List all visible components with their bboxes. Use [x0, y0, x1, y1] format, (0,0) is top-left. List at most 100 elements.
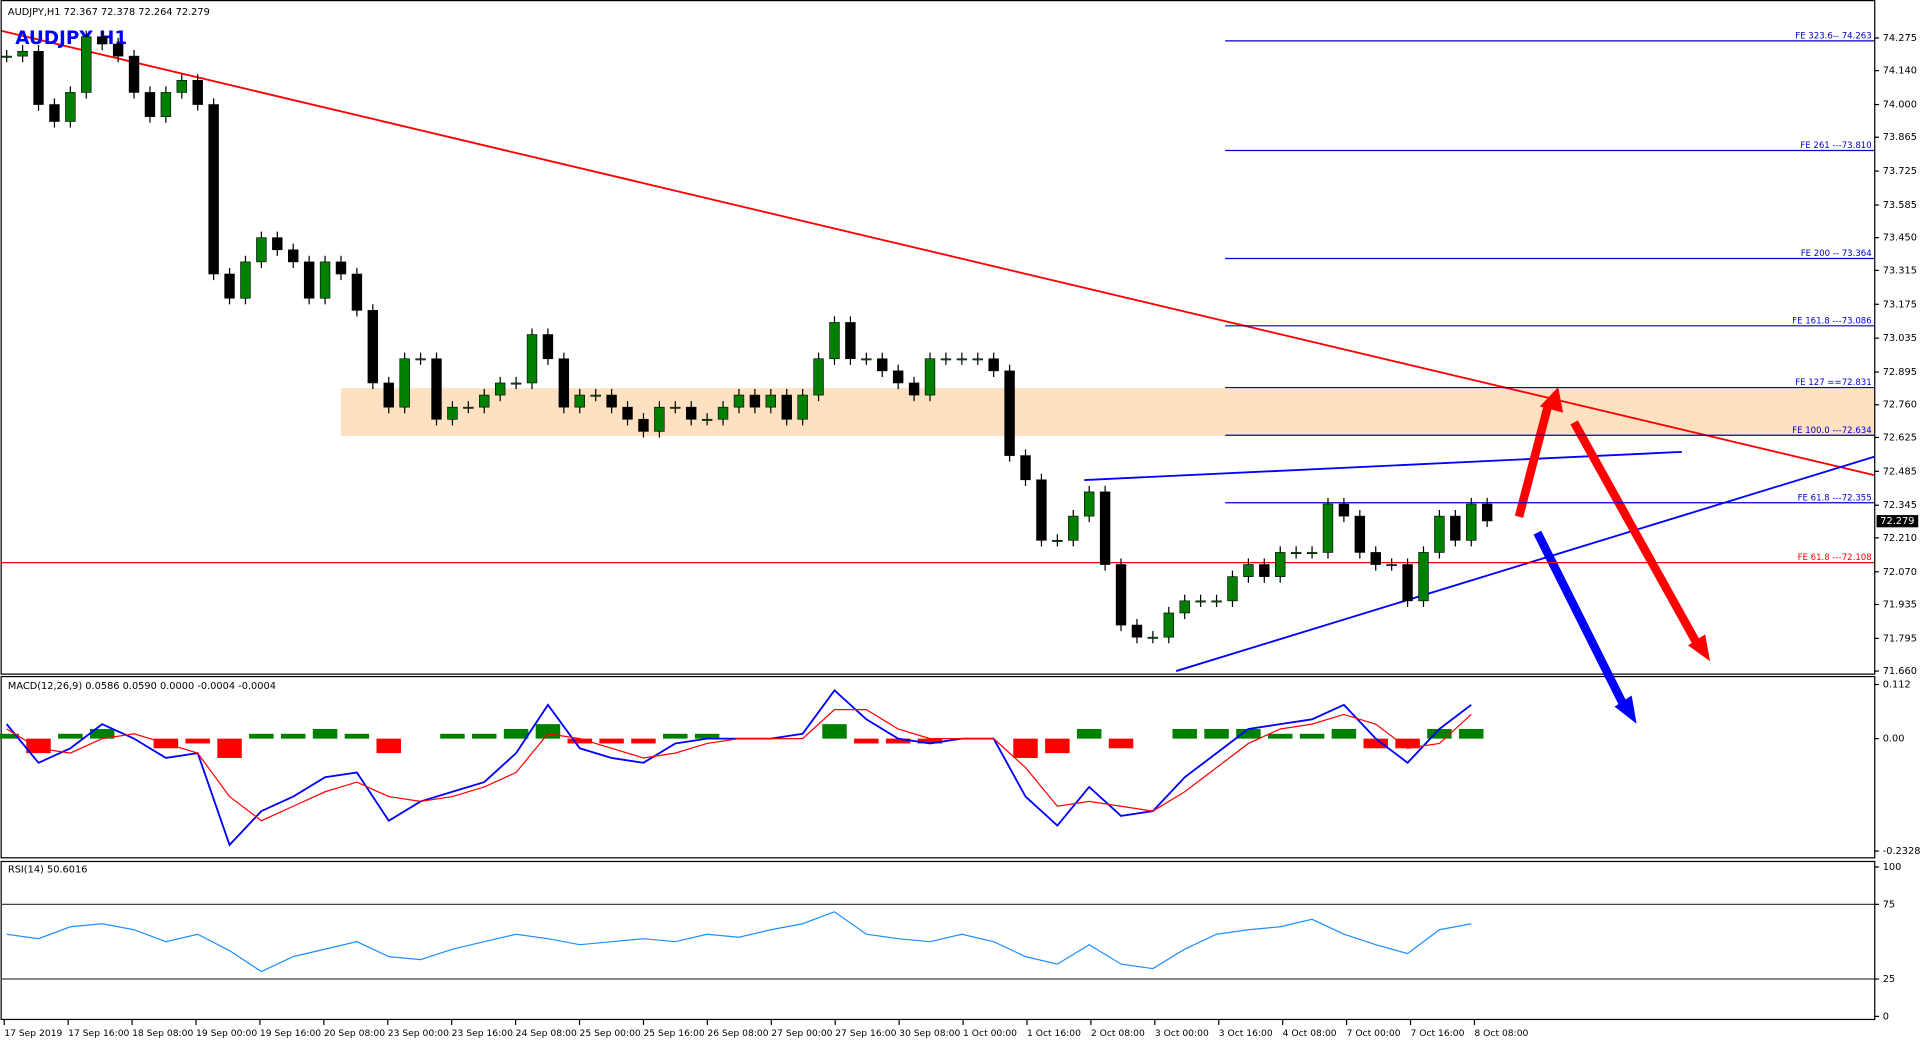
candle — [192, 80, 203, 105]
time-label: 17 Sep 16:00 — [68, 1028, 129, 1039]
fibo-label: FE 161.8 ---73.086 — [1792, 316, 1872, 326]
y-tick-label: 25 — [1883, 974, 1895, 985]
histogram-bar — [885, 738, 911, 744]
candle — [176, 80, 187, 93]
candle — [17, 50, 28, 57]
y-tick-label: 73.450 — [1883, 233, 1917, 244]
candle — [1322, 503, 1334, 553]
candle — [1, 55, 12, 58]
y-tick-label: 74.275 — [1883, 33, 1917, 44]
candle — [877, 358, 888, 372]
rsi-title: RSI(14) 50.6016 — [8, 864, 88, 875]
candle — [574, 394, 585, 408]
fibo-label: FE 61.8 ---72.355 — [1798, 493, 1872, 503]
candle — [749, 394, 761, 408]
candle — [1243, 564, 1254, 577]
candle — [33, 50, 44, 105]
candle — [208, 104, 219, 275]
y-tick-label: 100 — [1883, 862, 1902, 873]
candle — [1370, 552, 1381, 565]
y-tick-label: 73.315 — [1883, 265, 1917, 276]
candle — [399, 358, 410, 408]
time-label: 25 Sep 16:00 — [643, 1028, 704, 1039]
time-label: 23 Sep 16:00 — [452, 1028, 513, 1039]
histogram-bar — [854, 738, 879, 744]
panel-border — [0, 0, 1876, 675]
candle — [813, 358, 824, 396]
histogram-bar — [1267, 733, 1293, 739]
histogram-bar — [1045, 738, 1070, 754]
time-label: 20 Sep 08:00 — [324, 1028, 385, 1039]
candle — [144, 92, 156, 117]
fibo-label: FE 200 -- 73.364 — [1801, 249, 1872, 259]
candle — [367, 310, 379, 384]
histogram-bar — [1108, 738, 1134, 749]
candle — [447, 406, 458, 420]
candle — [1306, 552, 1318, 554]
histogram-bar — [1076, 728, 1102, 739]
candle — [892, 370, 904, 384]
header: AUDJPY,H1 72.367 72.378 72.264 72.279 — [8, 7, 210, 18]
histogram-bar — [312, 728, 338, 739]
candle — [1450, 515, 1461, 541]
candle — [701, 418, 713, 421]
time-label: 27 Sep 16:00 — [835, 1028, 896, 1039]
time-label: 3 Oct 00:00 — [1155, 1028, 1209, 1039]
candle — [1418, 552, 1429, 602]
time-label: 19 Sep 16:00 — [260, 1028, 321, 1039]
candle — [638, 418, 649, 432]
candle — [797, 394, 808, 420]
candle — [1259, 564, 1270, 577]
y-tick-label: 72.760 — [1883, 400, 1917, 411]
time-label: 7 Oct 00:00 — [1347, 1028, 1401, 1039]
candle — [49, 104, 60, 122]
candle — [845, 322, 856, 360]
y-tick-label: 72.485 — [1883, 466, 1917, 477]
candle — [383, 382, 394, 408]
y-tick-label: 0.112 — [1883, 680, 1911, 691]
candle — [1211, 600, 1222, 603]
fibo-label: FE 100.0 ---72.634 — [1792, 426, 1872, 436]
histogram-bar — [599, 738, 624, 744]
fibo-label: FE 127 ==72.831 — [1795, 378, 1871, 388]
time-label: 2 Oct 08:00 — [1091, 1028, 1145, 1039]
y-tick-label: 74.000 — [1883, 100, 1917, 111]
histogram-bar — [1236, 728, 1261, 739]
time-label: 7 Oct 16:00 — [1411, 1028, 1465, 1039]
candle — [1227, 576, 1238, 602]
y-tick-label: 72.210 — [1883, 533, 1917, 544]
candle — [224, 273, 235, 299]
candle — [1115, 564, 1127, 626]
candle — [908, 382, 920, 396]
candle — [988, 358, 999, 372]
histogram-bar — [822, 724, 847, 739]
rsi-line — [6, 911, 1472, 973]
histogram-bar — [535, 724, 561, 739]
candle — [1036, 479, 1047, 541]
histogram-bar — [503, 728, 529, 739]
time-label: 26 Sep 08:00 — [707, 1028, 768, 1039]
candle — [717, 406, 729, 420]
histogram-bar — [280, 733, 306, 739]
histogram-bar — [1459, 728, 1484, 739]
histogram-bar — [1427, 728, 1452, 739]
histogram-bar — [631, 738, 656, 744]
candle — [128, 55, 140, 93]
candle — [160, 92, 172, 117]
candle — [622, 406, 633, 420]
candle — [1402, 564, 1413, 602]
trendline — [0, 29, 1875, 477]
histogram-bar — [440, 733, 465, 739]
candle — [940, 358, 952, 361]
candle — [1020, 455, 1031, 481]
candle — [1338, 503, 1350, 517]
candle — [606, 394, 617, 408]
time-label: 25 Sep 00:00 — [580, 1028, 641, 1039]
y-tick-label: 72.345 — [1883, 500, 1917, 511]
candle — [303, 261, 315, 299]
candle — [1068, 515, 1079, 541]
histogram-bar — [663, 733, 688, 739]
histogram-bar — [1363, 738, 1388, 749]
y-tick-label: 74.140 — [1883, 66, 1917, 77]
time-label: 4 Oct 08:00 — [1283, 1028, 1337, 1039]
